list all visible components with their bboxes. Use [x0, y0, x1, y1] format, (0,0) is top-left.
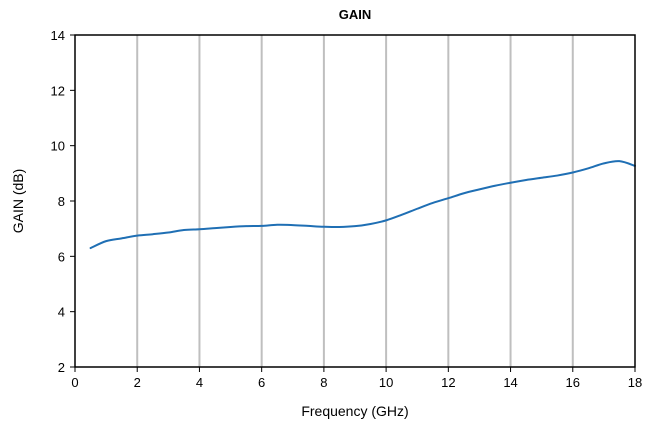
y-tick-label: 12	[51, 83, 65, 98]
x-tick-labels: 0 2 4 6 8 10 12 14 16 18	[71, 367, 642, 390]
x-tick-label: 8	[320, 375, 327, 390]
x-tick-label: 12	[441, 375, 455, 390]
gridlines	[136, 35, 574, 367]
gain-series-line	[89, 160, 636, 250]
x-axis-label: Frequency (GHz)	[301, 403, 408, 419]
x-tick-label: 14	[503, 375, 517, 390]
x-tick-label: 2	[134, 375, 141, 390]
y-axis-label: GAIN (dB)	[10, 169, 26, 234]
y-tick-labels: 2 4 6 8 10 12 14	[51, 28, 75, 375]
plot-frame	[74, 34, 636, 368]
x-tick-label: 10	[379, 375, 393, 390]
x-tick-label: 16	[566, 375, 580, 390]
chart-title: GAIN	[339, 7, 372, 22]
x-tick-label: 6	[258, 375, 265, 390]
x-tick-label: 18	[628, 375, 642, 390]
y-tick-label: 14	[51, 28, 65, 43]
series-layer	[89, 160, 636, 250]
x-tick-label: 4	[196, 375, 203, 390]
y-tick-label: 10	[51, 139, 65, 154]
y-tick-label: 8	[58, 194, 65, 209]
y-tick-label: 2	[58, 360, 65, 375]
y-tick-label: 4	[58, 305, 65, 320]
x-tick-label: 0	[71, 375, 78, 390]
y-tick-label: 6	[58, 249, 65, 264]
